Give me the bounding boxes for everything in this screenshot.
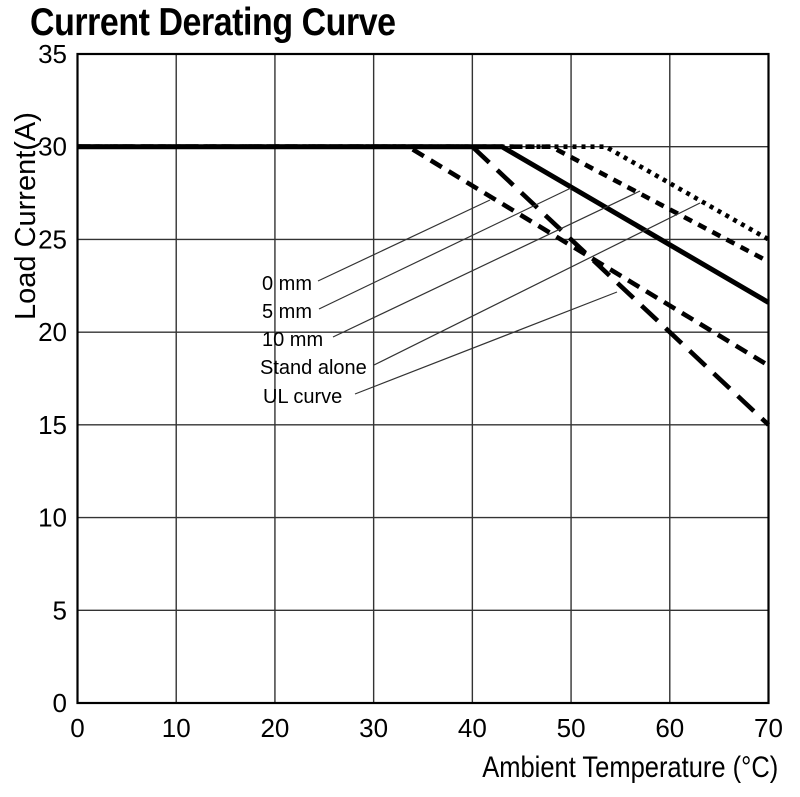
x-tick-label-50: 50 [557, 713, 586, 743]
series-label-0-mm: 0 mm [262, 273, 312, 295]
series-label-ul-curve: UL curve [263, 386, 342, 408]
y-tick-label-0: 0 [53, 688, 67, 718]
plot-border [76, 52, 770, 705]
series-annotations: 0 mm 5 mm 10 mm Stand alone UL curve [260, 187, 701, 408]
x-tick-labels: 0 10 20 30 40 50 60 70 [70, 713, 783, 743]
y-tick-label-5: 5 [53, 595, 67, 625]
series-label-10-mm: 10 mm [262, 329, 323, 351]
x-tick-label-30: 30 [359, 713, 388, 743]
x-tick-label-40: 40 [458, 713, 487, 743]
y-axis-title: Load Current(A) [10, 112, 42, 320]
y-tick-label-15: 15 [38, 410, 67, 440]
chart-title: Current Derating Curve [30, 1, 396, 44]
y-tick-label-35: 35 [38, 39, 67, 69]
leader-line-5-mm [318, 187, 572, 310]
x-tick-label-70: 70 [754, 713, 783, 743]
leader-line-10-mm [332, 190, 641, 338]
series-curve-ul-curve [77, 144, 771, 427]
series-curves [77, 144, 771, 427]
y-tick-label-20: 20 [38, 317, 67, 347]
x-tick-label-10: 10 [162, 713, 191, 743]
y-tick-label-10: 10 [38, 503, 67, 533]
x-tick-label-0: 0 [70, 713, 84, 743]
series-curve-stand-alone [77, 144, 770, 242]
series-curve-5-mm [77, 144, 770, 305]
y-tick-labels: 0 5 10 15 20 25 30 35 [38, 39, 67, 718]
leader-line-0-mm [317, 199, 491, 282]
series-label-5-mm: 5 mm [262, 301, 312, 323]
x-axis-title: Ambient Temperature (°C) [481, 751, 778, 784]
x-tick-label-60: 60 [655, 713, 684, 743]
y-tick-label-25: 25 [38, 224, 67, 254]
leader-line-stand-alone [373, 202, 701, 366]
leader-line-ul-curve [354, 291, 618, 395]
series-label-stand-alone: Stand alone [260, 357, 367, 379]
grid-lines [76, 53, 770, 704]
x-tick-label-20: 20 [260, 713, 289, 743]
y-tick-label-30: 30 [38, 132, 67, 162]
